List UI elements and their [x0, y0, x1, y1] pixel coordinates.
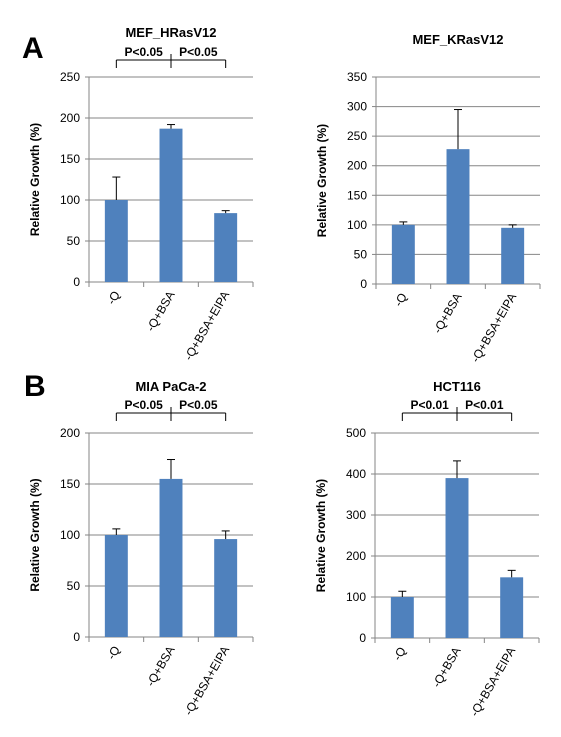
y-tick-label: 200 [347, 159, 367, 173]
chart-3: 0 50 100 150 200 -Q -Q+BSA -Q+BSA+EIPA MIA PaCa-… [28, 379, 254, 718]
y-tick-label: 100 [346, 590, 366, 604]
significance-label: P<0.05 [124, 398, 163, 412]
significance-label: P<0.05 [179, 398, 218, 412]
bar [104, 200, 128, 282]
bar [391, 224, 415, 284]
y-tick-label: 350 [347, 70, 367, 84]
y-tick-label: 100 [347, 218, 367, 232]
x-tick-label: -Q+BSA [143, 289, 177, 334]
bar [500, 577, 524, 638]
y-tick-label: 0 [359, 631, 366, 645]
y-tick-label: 250 [347, 129, 367, 143]
y-tick-label: 200 [60, 111, 80, 125]
y-tick-label: 300 [347, 100, 367, 114]
chart-title: MEF_HRasV12 [125, 25, 216, 40]
panel-label-b: B [24, 370, 46, 403]
bar [104, 535, 128, 637]
x-tick-label: -Q [104, 289, 123, 308]
chart-title: MIA PaCa-2 [135, 379, 206, 394]
panel-label-a: A [22, 32, 44, 65]
y-tick-label: 150 [60, 477, 80, 491]
significance-label: P<0.05 [179, 45, 218, 59]
chart-title: MEF_KRasV12 [412, 32, 503, 47]
y-axis-label: Relative Growth (%) [315, 124, 329, 237]
significance-label: P<0.05 [124, 45, 163, 59]
x-tick-label: -Q+BSA+EIPA [181, 644, 232, 718]
y-tick-label: 200 [60, 426, 80, 440]
y-axis-label: Relative Growth (%) [28, 123, 42, 236]
bar [390, 597, 414, 638]
chart-1: 0 50 100 150 200 250 -Q -Q+BSA -Q+BSA+EIPA MEF_HR… [28, 25, 254, 363]
x-tick-label: -Q [390, 645, 409, 664]
significance-label: P<0.01 [410, 398, 449, 412]
y-tick-label: 100 [60, 528, 80, 542]
y-tick-label: 150 [347, 188, 367, 202]
bar [445, 478, 469, 638]
chart-4: 0 100 200 300 400 500 -Q -Q+BSA -Q+BSA+EIPA HCT11… [314, 379, 540, 719]
x-tick-label: -Q [104, 644, 123, 663]
chart-title: HCT116 [433, 379, 481, 394]
chart-2: 0 50 100 150 200 250 300 350 -Q -Q+BSA -Q+BSA+EIPA… [315, 32, 541, 365]
x-tick-label: -Q+BSA [430, 291, 464, 336]
y-tick-label: 500 [346, 426, 366, 440]
x-tick-label: -Q+BSA+EIPA [468, 291, 519, 365]
x-tick-label: -Q+BSA [143, 644, 177, 689]
y-tick-label: 150 [60, 152, 80, 166]
significance-label: P<0.01 [465, 398, 504, 412]
y-tick-label: 200 [346, 549, 366, 563]
bar [214, 213, 238, 282]
bar [446, 149, 470, 284]
bar [501, 227, 525, 284]
y-tick-label: 0 [73, 630, 80, 644]
y-tick-label: 400 [346, 467, 366, 481]
y-tick-label: 0 [73, 275, 80, 289]
y-tick-label: 50 [67, 234, 81, 248]
y-tick-label: 100 [60, 193, 80, 207]
x-tick-label: -Q+BSA [429, 645, 463, 690]
y-tick-label: 50 [354, 247, 368, 261]
x-tick-label: -Q+BSA+EIPA [181, 289, 232, 363]
y-axis-label: Relative Growth (%) [314, 479, 328, 592]
bar [214, 539, 238, 637]
y-tick-label: 300 [346, 508, 366, 522]
y-tick-label: 250 [60, 70, 80, 84]
y-tick-label: 0 [360, 277, 367, 291]
y-tick-label: 50 [67, 579, 81, 593]
bar [159, 128, 183, 282]
x-tick-label: -Q+BSA+EIPA [467, 645, 518, 719]
y-axis-label: Relative Growth (%) [28, 478, 42, 591]
x-tick-label: -Q [391, 291, 410, 310]
bar [159, 478, 183, 637]
